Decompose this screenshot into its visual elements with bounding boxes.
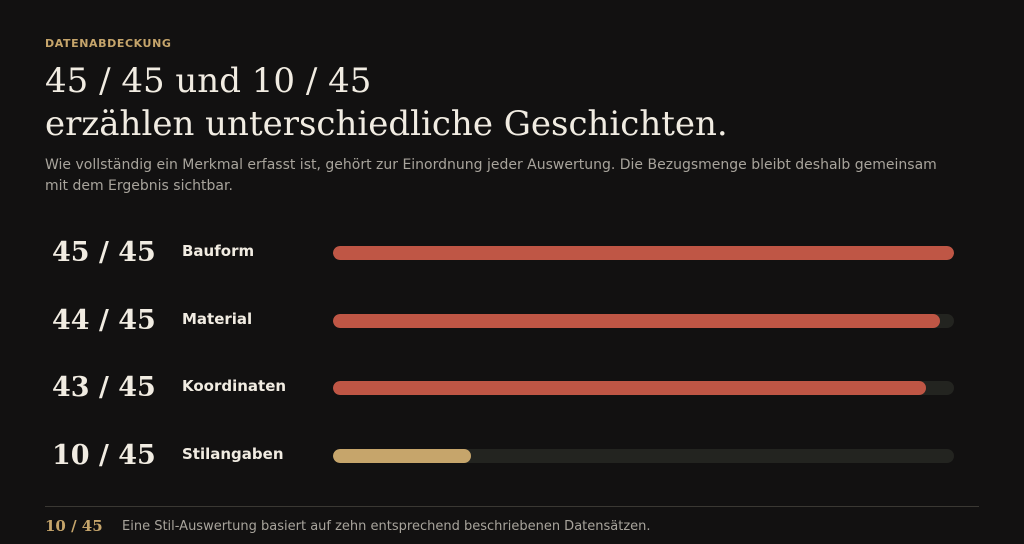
footer-divider: [45, 506, 979, 507]
row-label: Koordinaten: [182, 377, 287, 395]
eyebrow-label: DATENABDECKUNG: [45, 37, 172, 50]
page-title: 45 / 45 und 10 / 45 erzählen unterschied…: [45, 60, 728, 146]
row-fraction: 44 / 45: [52, 304, 156, 336]
row-fraction: 45 / 45: [52, 237, 156, 268]
row-label: Material: [182, 309, 253, 328]
bar-track: [333, 381, 954, 395]
bar-fill: [333, 246, 954, 260]
bar-track: [333, 313, 954, 328]
row-label: Stilangaben: [182, 444, 284, 463]
title-line-2: erzählen unterschiedliche Geschichten.: [45, 104, 728, 144]
bar-fill: [333, 381, 927, 395]
title-line-1: 45 / 45 und 10 / 45: [45, 61, 372, 101]
bar-track: [333, 246, 954, 260]
row-fraction: 43 / 45: [52, 372, 156, 403]
row-fraction: 10 / 45: [52, 439, 156, 471]
footer-fraction: 10 / 45: [45, 517, 103, 535]
page-subtitle: Wie vollständig ein Merkmal erfasst ist,…: [45, 157, 937, 194]
bar-fill: [333, 448, 471, 463]
bar-fill: [333, 313, 941, 328]
row-label: Bauform: [182, 242, 255, 260]
bar-track: [333, 448, 954, 463]
footer-note: Eine Stil-Auswertung basiert auf zehn en…: [122, 519, 651, 534]
